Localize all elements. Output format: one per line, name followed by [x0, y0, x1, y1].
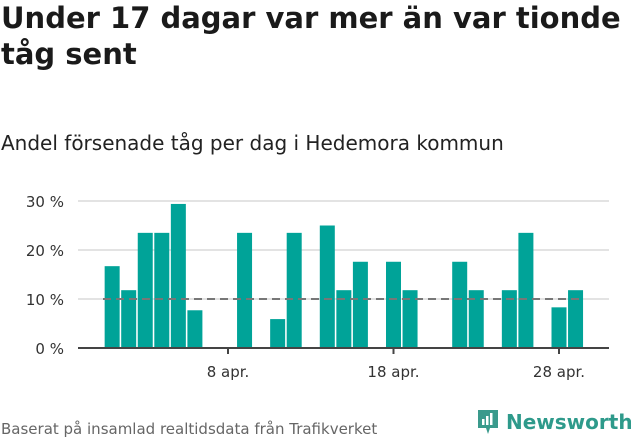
- y-tick-label: 10 %: [26, 291, 64, 309]
- bar-chart: 0 % 10 % 20 % 30 % 8 apr. 18 apr. 28 apr.: [26, 193, 609, 381]
- bar: [518, 232, 534, 348]
- bar: [187, 310, 203, 348]
- bar: [270, 319, 286, 348]
- chart-title: Under 17 dagar var mer än var tionde tåg…: [1, 1, 621, 71]
- bar: [402, 290, 418, 348]
- bar: [568, 290, 584, 348]
- bar: [319, 225, 335, 348]
- bar: [170, 203, 186, 348]
- chart-subtitle: Andel försenade tåg per dag i Hedemora k…: [1, 131, 504, 155]
- bar: [386, 261, 401, 348]
- bar: [237, 232, 253, 348]
- bar: [452, 261, 468, 348]
- x-tick-label: 28 apr.: [533, 363, 585, 381]
- brand-name: Newsworthy: [506, 410, 631, 434]
- newsworthy-logo-icon: [478, 410, 498, 434]
- bar: [336, 290, 352, 348]
- bar: [121, 290, 137, 348]
- bar: [286, 232, 302, 348]
- y-tick-label: 30 %: [26, 193, 64, 211]
- bar: [551, 307, 567, 348]
- bar: [137, 232, 153, 348]
- bar: [104, 266, 120, 348]
- x-tick-label: 18 apr.: [367, 363, 419, 381]
- x-tick-label: 8 apr.: [207, 363, 250, 381]
- bar: [154, 232, 170, 348]
- source-note: Baserat på insamlad realtidsdata från Tr…: [1, 420, 378, 438]
- bar: [501, 290, 517, 348]
- y-tick-label: 20 %: [26, 242, 64, 260]
- bar: [468, 290, 484, 348]
- y-tick-label: 0 %: [35, 340, 64, 358]
- bar: [352, 261, 368, 348]
- newsworthy-logo: Newsworthy: [476, 408, 631, 436]
